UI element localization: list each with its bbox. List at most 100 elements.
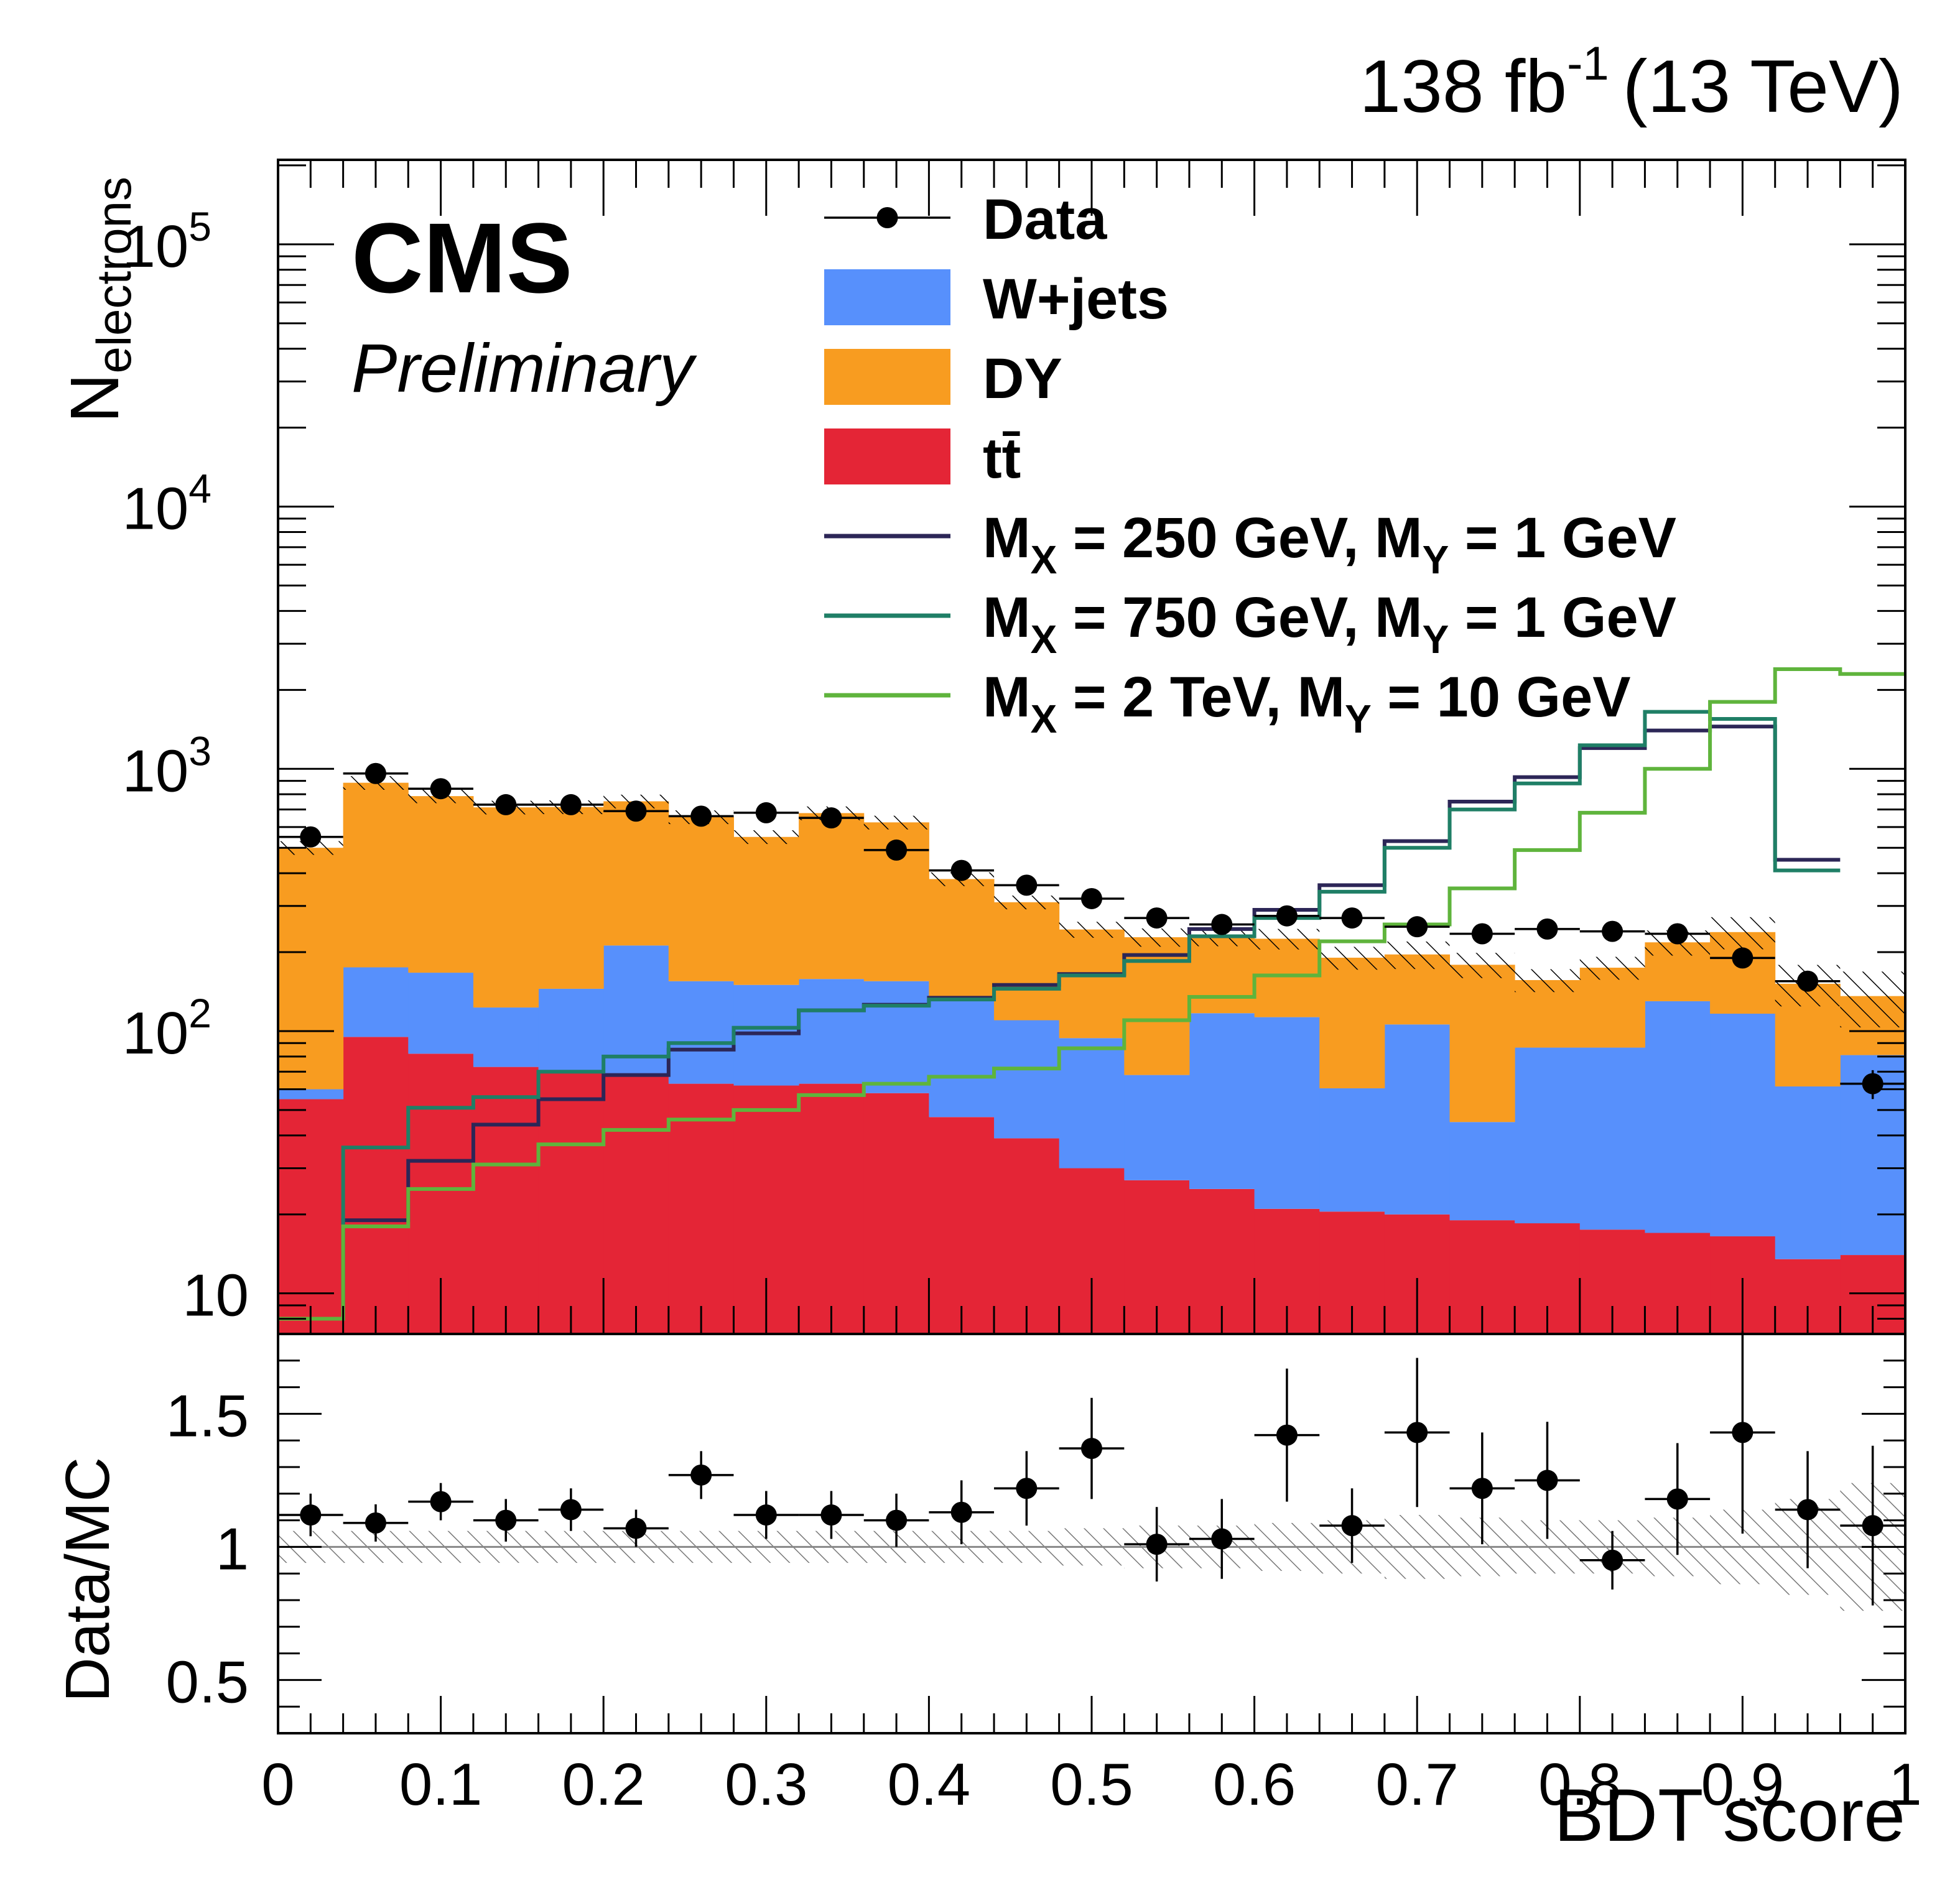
ratio-marker [1146, 1534, 1168, 1555]
bar-ttbar-0 [278, 1099, 344, 1334]
bar-wjets-10 [929, 1001, 995, 1118]
ratio-y-tick-label: 0.5 [166, 1649, 249, 1715]
legend-part: = 1 GeV [1449, 586, 1676, 649]
ratio-point [1319, 1488, 1385, 1563]
bar-ttbar-8 [799, 1083, 865, 1334]
data-marker [690, 805, 712, 827]
data-marker [1276, 905, 1298, 927]
data-marker [1666, 923, 1688, 945]
y-tick-exp: 3 [188, 728, 211, 774]
ratio-y-tick-label: 1 [216, 1516, 249, 1582]
ratio-marker [1602, 1549, 1623, 1571]
x-tick-label: 0.2 [562, 1751, 644, 1818]
ratio-marker [820, 1504, 842, 1526]
x-tick-label: 0.1 [399, 1751, 482, 1818]
data-marker [950, 859, 972, 881]
bar-wjets-9 [863, 981, 929, 1093]
y-tick-exp: 2 [188, 990, 211, 1036]
ratio-marker [1276, 1424, 1298, 1446]
y-tick-base: 10 [182, 1262, 249, 1329]
ratio-marker [1341, 1515, 1363, 1537]
bar-wjets-4 [538, 988, 604, 1072]
ratio-marker [755, 1504, 777, 1526]
bar-dy-2 [408, 796, 474, 973]
line-sig750 [278, 710, 1841, 1321]
main-clip-group [278, 667, 1905, 1334]
bar-ttbar-6 [668, 1083, 734, 1334]
lumi-label: 138 fb-1 (13 TeV) [1359, 37, 1903, 128]
bar-wjets-13 [1124, 1075, 1190, 1180]
y-axis-title: Nelectrons [57, 177, 141, 423]
ratio-point [1840, 1445, 1905, 1606]
x-tick-label: 0.9 [1701, 1751, 1784, 1818]
ratio-y-tick-label: 1.5 [166, 1382, 249, 1449]
legend-swatch-dy [824, 349, 950, 405]
unc-11 [994, 896, 1059, 910]
data-point [1189, 914, 1255, 935]
bar-ttbar-3 [473, 1067, 539, 1334]
ratio-marker [560, 1499, 582, 1521]
legend-sub: X [1031, 617, 1057, 662]
ratio-marker [1016, 1478, 1038, 1499]
data-point [408, 778, 473, 800]
x-tick-label: 0 [261, 1751, 294, 1818]
legend-label-wjets: W+jets [983, 267, 1169, 331]
data-marker [430, 778, 452, 800]
legend-part: M [983, 665, 1031, 729]
legend-entry-data: Data [824, 188, 1107, 251]
y-tick-label: 105 [123, 203, 212, 280]
legend-label-data: Data [983, 188, 1107, 251]
bar-dy-6 [668, 817, 734, 981]
y-tick-base: 10 [123, 738, 189, 804]
bar-wjets-16 [1319, 1088, 1385, 1212]
data-point [1384, 916, 1450, 938]
bar-dy-0 [278, 848, 344, 1090]
preliminary-label: Preliminary [351, 330, 697, 407]
y-tick-base: 10 [123, 476, 189, 542]
data-marker [1732, 947, 1753, 969]
unc-18 [1449, 953, 1515, 978]
data-marker [1406, 916, 1428, 938]
legend-sub: Y [1345, 697, 1372, 741]
line-sig2000 [278, 667, 1905, 1321]
unc-15 [1254, 928, 1320, 950]
bar-dy-7 [733, 836, 799, 985]
bar-dy-10 [929, 879, 995, 1001]
ratio-marker [430, 1491, 452, 1512]
data-marker [1211, 914, 1233, 935]
legend-label-dy: DY [983, 347, 1062, 410]
bar-ttbar-4 [538, 1072, 604, 1334]
bar-wjets-6 [668, 981, 734, 1084]
data-marker [1536, 918, 1558, 940]
ratio-marker [1211, 1528, 1233, 1550]
ratio-point [1579, 1530, 1645, 1590]
bar-dy-18 [1449, 965, 1515, 1123]
ratio-plot: 0 0.1 0.2 0.3 0.4 0.5 0.6 0.7 0.8 0.9 1 0.5 1 1.5 [166, 160, 1922, 1818]
x-tick-label: 1 [1888, 1751, 1921, 1818]
x-tick-label: 0.4 [888, 1751, 970, 1818]
legend-label-sig250: MX = 250 GeV, MY = 1 GeV [983, 506, 1676, 582]
unc-17 [1384, 941, 1450, 970]
data-point [1124, 907, 1189, 929]
legend-entry-dy: DY [824, 347, 1062, 410]
bar-wjets-17 [1384, 1024, 1451, 1215]
legend-sub: Y [1423, 537, 1449, 582]
x-axis: 0 0.1 0.2 0.3 0.4 0.5 0.6 0.7 0.8 0.9 1 [261, 160, 1922, 1818]
data-marker [495, 794, 517, 815]
stack-ttbar [278, 1037, 1905, 1334]
unc-24 [1840, 971, 1905, 1027]
unc-13 [1124, 928, 1189, 947]
data-marker [625, 800, 647, 822]
y-tick-label: 102 [123, 990, 212, 1067]
bar-dy-4 [538, 807, 604, 989]
data-point [1775, 970, 1841, 992]
legend-part: = 2 TeV, M [1057, 665, 1345, 729]
ratio-point [1059, 1397, 1125, 1499]
legend-entry-sig2000: MX = 2 TeV, MY = 10 GeV [824, 665, 1631, 741]
x-tick-label: 0.3 [725, 1751, 807, 1818]
ratio-point [1384, 1358, 1450, 1507]
data-point [1449, 923, 1515, 945]
unc-16 [1319, 947, 1385, 970]
ratio-point [1449, 1432, 1515, 1545]
